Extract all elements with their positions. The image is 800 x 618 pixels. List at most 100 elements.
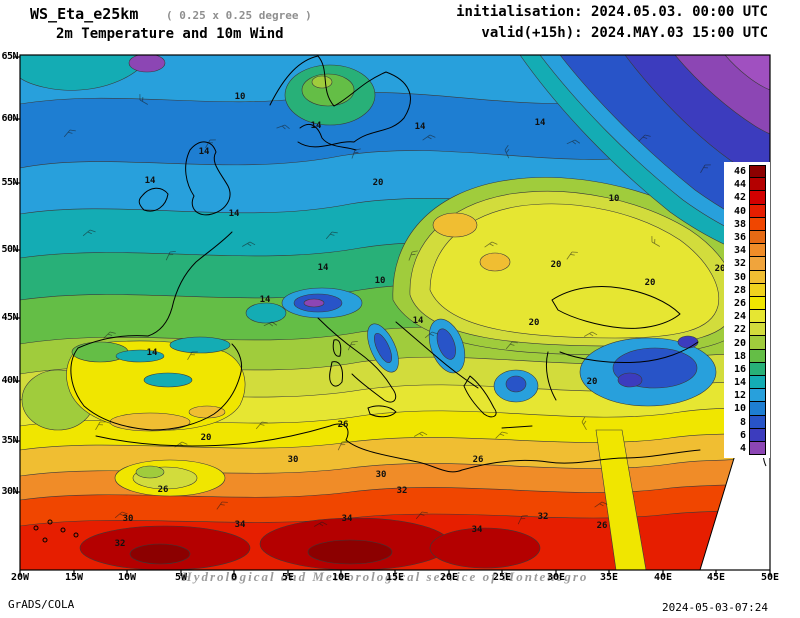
contour-label: 20 [714,264,726,274]
coast-canary-island [33,525,39,531]
temperature-fill-layers [20,55,770,570]
contour-label: 26 [157,485,169,495]
colorbar-row: 44 [726,178,770,192]
contour-label: 14 [198,147,210,157]
east-europe-warm-24 [429,203,720,339]
contour-label: 26 [472,455,484,465]
colorbar-swatch [749,191,766,205]
greece-cold [505,375,527,393]
coastlines [33,55,701,543]
coast-corsica [332,339,342,357]
lat-label: 55N [1,177,18,188]
contour-label: 30 [375,470,387,480]
colorbar-swatch [749,402,766,416]
contour-label: 32 [396,486,408,496]
colorbar-row: 26 [726,296,770,311]
coast-black-sea [551,286,681,329]
colorbar-value: 34 [733,245,746,257]
colorbar-row: 10 [726,402,770,416]
iberia-south-gold [109,412,191,432]
lon-label: 0 [230,572,238,583]
colorbar-row: 30 [726,270,770,284]
coast-north-africa [95,423,701,473]
colorbar-swatch [749,230,766,245]
colorbar-value: 8 [739,416,746,428]
temperature-colorbar: 46 44 42 40 38 36 34 32 30 28 26 24 22 2… [724,162,770,459]
colorbar-swatch [749,310,766,324]
contour-label: 32 [537,512,549,522]
colorbar-value: 12 [733,390,746,402]
colorbar-swatch [749,244,766,258]
coast-italy [317,317,397,403]
warm-speck [479,252,511,272]
lon-label: 5W [174,572,188,583]
sahara-hottest-core [129,543,191,565]
iberia-south-gold [188,405,226,419]
contour-label: 20 [550,260,562,270]
cantabrian-cool [115,349,165,363]
colorbar-row: 28 [726,283,770,297]
coast-iberia [70,335,243,431]
contour-label: 34 [341,514,353,524]
valid-time: valid(+15h): 2024.MAY.03 15:00 UTC [481,25,768,41]
watermark: Hydrological and Meteorological service … [181,569,589,584]
contour-label: 10 [608,194,620,204]
massif-cool [245,302,287,324]
iberia-mountain-cool [143,372,193,388]
contour-label: 34 [471,525,483,535]
atlas-cool-pocket [135,465,165,479]
coast-canary-island [60,527,66,533]
initialisation-time: initialisation: 2024.05.03. 00:00 UTC [456,4,768,20]
colorbar-row: 16 [726,362,770,376]
contour-label: 26 [596,521,608,531]
model-title: WS_Eta_e25km [30,5,139,23]
contour-label: 14 [317,263,329,273]
colorbar-swatch [749,165,766,179]
colorbar-swatch [749,362,766,376]
anatolia-coldest [617,372,643,388]
grads-credit: GrADS/COLA [8,598,75,611]
contour-label: 14 [146,348,158,358]
colorbar-value: 40 [733,205,746,217]
anatolia-coldest [677,335,699,349]
contour-label: 14 [310,121,322,131]
lat-label: 40N [1,375,18,386]
lon-label: 25E [492,572,512,583]
ne-cold-corner [724,55,770,91]
lon-label: 50E [760,572,780,583]
pyrenees-cool [169,336,231,354]
colorbar-row: 46 [726,165,770,179]
contour-label: 30 [122,514,134,524]
coast-britain [185,141,231,216]
contour-label: 20 [644,278,656,288]
colorbar-swatch [749,441,766,456]
contour-label: 20 [372,178,384,188]
colorbar-row: 18 [726,349,770,363]
colorbar-swatch [749,178,766,192]
contour-label: 20 [528,318,540,328]
lat-label: 50N [1,244,18,255]
axis-ticks [14,56,771,576]
chart-subtitle: 2m Temperature and 10m Wind [56,26,284,42]
colorbar-row: 40 [726,204,770,218]
colorbar-row: 42 [726,191,770,205]
map-frame [19,54,771,571]
apennines-cold [374,332,392,364]
lon-label: 5E [281,572,295,583]
colorbar-row: 14 [726,376,770,390]
colorbar-value: 20 [733,337,746,349]
nw-purple-patch [128,55,166,73]
sahara-hot-core [429,527,541,569]
scandinavia-mild [311,75,333,89]
colorbar-swatch [749,217,766,231]
lon-label: 10W [117,572,137,583]
lon-label: 35E [599,572,619,583]
coast-sicily [367,405,397,418]
lon-label: 15E [385,572,405,583]
colorbar-row: 6 [726,428,770,442]
colorbar-swatch [749,257,766,271]
sahara-hottest-core [307,539,393,565]
lon-label: 20W [10,572,30,583]
